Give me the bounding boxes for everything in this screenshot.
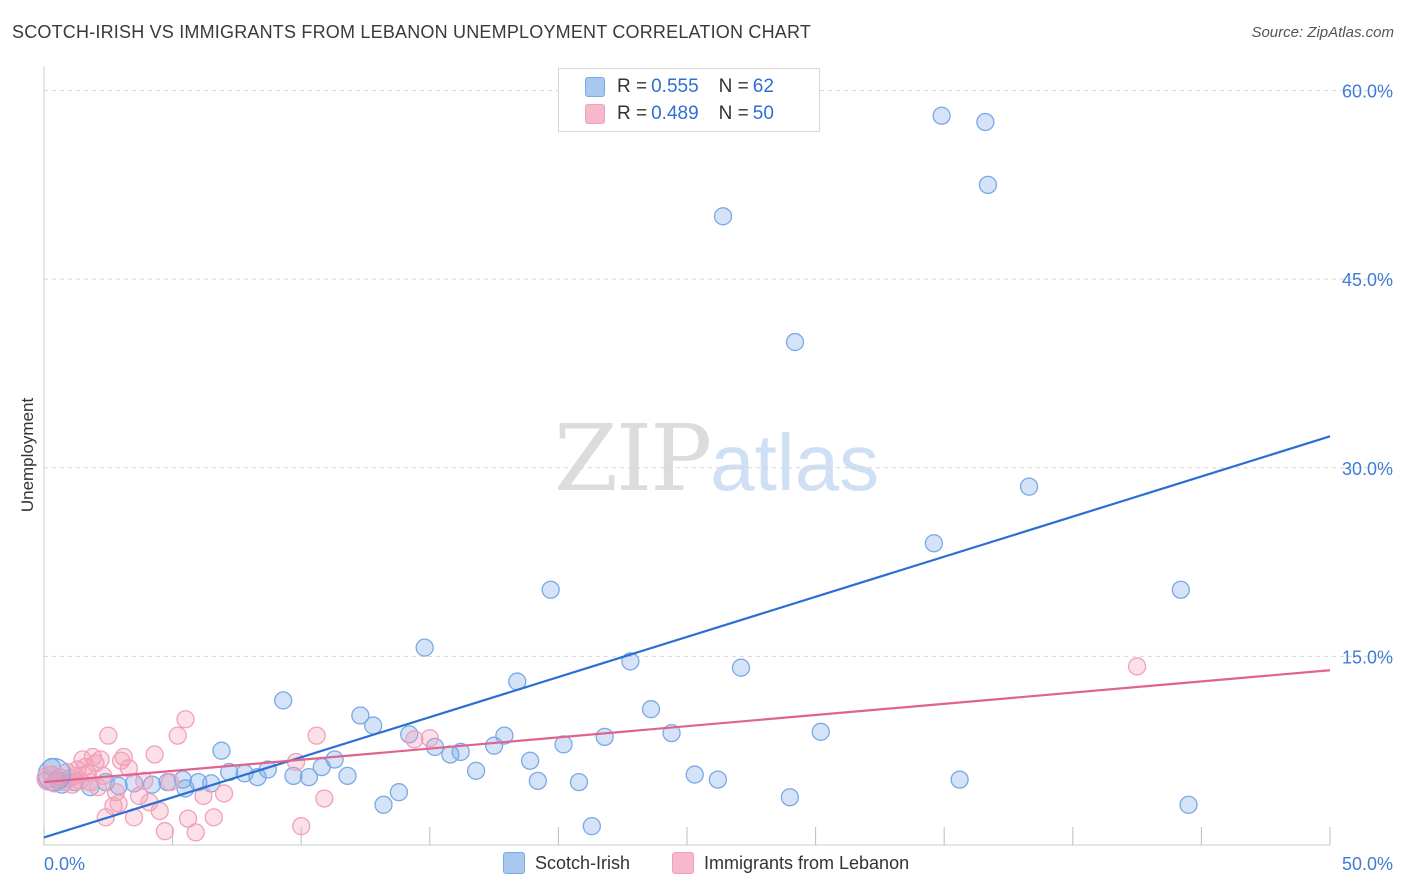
data-point-scotch-irish <box>1171 580 1190 599</box>
data-point-scotch-irish <box>731 658 751 677</box>
correlation-legend: R = 0.555 N = 62 R = 0.489 N = 50 <box>558 68 820 132</box>
data-point-scotch-irish <box>495 726 514 745</box>
data-point-lebanon <box>155 822 175 841</box>
bottom-legend-label: Immigrants from Lebanon <box>704 852 910 873</box>
watermark-atlas: atlas <box>710 418 880 507</box>
bottom-legend-lebanon: Immigrants from Lebanon <box>672 852 909 874</box>
data-point-lebanon <box>150 801 169 821</box>
data-point-lebanon <box>420 728 439 748</box>
data-point-lebanon <box>109 794 128 813</box>
data-point-scotch-irish <box>415 638 434 657</box>
data-point-scotch-irish <box>466 761 486 780</box>
data-point-lebanon <box>145 745 164 764</box>
bottom-legend-label: Scotch-Irish <box>535 852 631 873</box>
data-point-lebanon <box>114 747 133 767</box>
legend-r-label: R = <box>617 103 648 124</box>
data-point-lebanon <box>315 789 334 808</box>
data-point-scotch-irish <box>685 765 704 784</box>
data-point-scotch-irish <box>520 751 540 770</box>
data-point-lebanon <box>176 710 195 729</box>
data-point-lebanon <box>99 726 118 745</box>
legend-n-label: N = <box>718 76 749 97</box>
watermark: ZIPatlas <box>554 405 879 512</box>
legend-swatch-scotch-irish <box>585 77 605 97</box>
y-tick-label: 45.0% <box>1342 270 1393 290</box>
data-point-lebanon <box>88 778 108 797</box>
data-point-lebanon <box>204 808 223 827</box>
data-point-scotch-irish <box>351 706 370 725</box>
data-point-lebanon <box>405 730 424 749</box>
legend-r-value: 0.489 <box>651 103 699 124</box>
data-point-scotch-irish <box>932 106 951 125</box>
data-point-lebanon <box>160 772 180 792</box>
legend-row-scotch-irish: R = 0.555 N = 62 <box>585 74 774 100</box>
data-point-scotch-irish <box>785 332 805 352</box>
data-point-scotch-irish <box>780 788 800 807</box>
data-point-scotch-irish <box>284 766 303 785</box>
data-point-scotch-irish <box>1179 795 1198 814</box>
data-point-lebanon <box>1127 657 1147 676</box>
data-point-lebanon <box>119 759 139 778</box>
data-point-lebanon <box>168 726 187 745</box>
data-point-scotch-irish <box>299 767 319 787</box>
data-point-scotch-irish <box>528 771 547 791</box>
bottom-legend-swatch <box>672 852 694 874</box>
x-tick-label: 50.0% <box>1342 854 1393 874</box>
legend-n-label: N = <box>718 103 749 124</box>
data-point-scotch-irish <box>400 725 419 744</box>
bottom-legend-scotch-irish: Scotch-Irish <box>503 852 630 874</box>
legend-row-lebanon: R = 0.489 N = 50 <box>585 101 774 127</box>
data-point-scotch-irish <box>374 795 393 814</box>
data-point-lebanon <box>106 783 126 802</box>
chart-title: SCOTCH-IRISH VS IMMIGRANTS FROM LEBANON … <box>12 22 812 42</box>
legend-swatch-lebanon <box>585 104 605 124</box>
data-point-lebanon <box>36 765 62 792</box>
data-point-lebanon <box>307 726 326 745</box>
data-point-scotch-irish <box>541 580 560 599</box>
bottom-legend-swatch <box>503 852 525 874</box>
trend-line-scotch-irish <box>43 435 1331 839</box>
data-point-scotch-irish <box>621 652 640 671</box>
data-point-scotch-irish <box>976 112 995 132</box>
legend-n-value: 62 <box>752 76 774 97</box>
data-point-scotch-irish <box>364 716 383 735</box>
watermark-zip: ZIP <box>554 405 712 512</box>
data-point-scotch-irish <box>924 534 944 553</box>
data-point-scotch-irish <box>595 727 614 747</box>
data-point-scotch-irish <box>389 783 409 802</box>
data-point-scotch-irish <box>641 700 661 719</box>
y-tick-label: 30.0% <box>1342 459 1393 479</box>
y-tick-label: 60.0% <box>1342 82 1393 102</box>
data-point-lebanon <box>214 784 234 803</box>
data-point-lebanon <box>178 809 198 828</box>
data-point-scotch-irish <box>212 741 231 760</box>
data-point-scotch-irish <box>708 770 728 789</box>
data-point-scotch-irish <box>338 766 357 785</box>
data-point-scotch-irish <box>325 750 344 769</box>
data-point-scotch-irish <box>569 772 589 792</box>
y-tick-label: 15.0% <box>1342 647 1393 667</box>
data-point-scotch-irish <box>451 742 470 762</box>
source-label: Source: ZipAtlas.com <box>1251 24 1394 41</box>
data-point-scotch-irish <box>1019 477 1039 496</box>
x-tick-label: 0.0% <box>44 854 85 874</box>
trend-line-lebanon <box>43 669 1331 784</box>
legend-r-label: R = <box>617 76 648 97</box>
data-point-scotch-irish <box>274 691 293 710</box>
data-point-lebanon <box>91 750 110 769</box>
data-point-scotch-irish <box>950 770 969 789</box>
data-point-scotch-irish <box>713 207 733 226</box>
data-point-scotch-irish <box>978 175 998 195</box>
data-point-scotch-irish <box>582 816 601 836</box>
legend-r-value: 0.555 <box>651 76 699 97</box>
data-point-lebanon <box>186 823 205 842</box>
data-point-lebanon <box>292 816 311 836</box>
data-point-scotch-irish <box>811 722 830 741</box>
legend-n-value: 50 <box>752 103 774 124</box>
